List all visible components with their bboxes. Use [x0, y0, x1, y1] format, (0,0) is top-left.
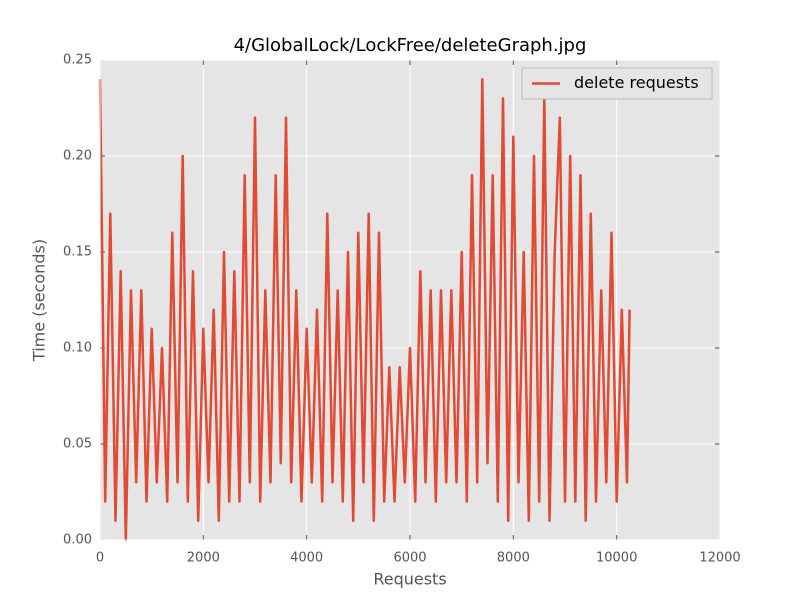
x-tick-label: 10000 — [596, 551, 637, 566]
y-axis-label: Time (seconds) — [30, 239, 49, 362]
x-tick-label: 8000 — [497, 551, 530, 566]
y-tick-label: 0.25 — [63, 53, 92, 68]
y-tick-label: 0.20 — [63, 149, 92, 164]
x-tick-label: 12000 — [699, 551, 740, 566]
x-tick-label: 4000 — [290, 551, 323, 566]
chart-title: 4/GlobalLock/LockFree/deleteGraph.jpg — [234, 35, 587, 56]
x-tick-label: 6000 — [393, 551, 426, 566]
y-tick-label: 0.10 — [63, 341, 92, 356]
y-tick-label: 0.00 — [63, 533, 92, 548]
x-axis-label: Requests — [373, 570, 446, 589]
y-tick-label: 0.15 — [63, 245, 92, 260]
x-tick-label: 0 — [96, 551, 104, 566]
data-line — [98, 77, 631, 542]
legend-label: delete requests — [574, 73, 699, 92]
y-tick-label: 0.05 — [63, 437, 92, 452]
x-tick-label: 2000 — [187, 551, 220, 566]
plot-frame — [99, 59, 721, 541]
